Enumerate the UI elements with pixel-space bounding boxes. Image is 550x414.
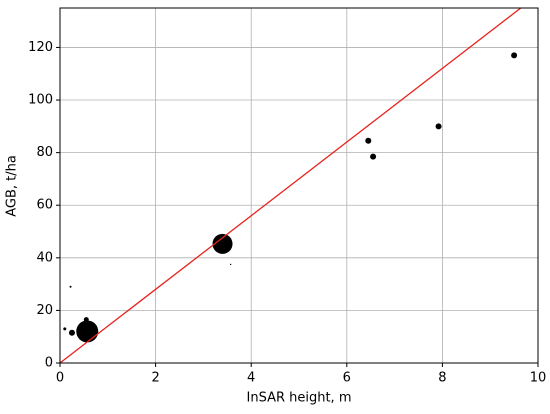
y-tick-label: 40 bbox=[36, 250, 53, 265]
y-tick-label: 60 bbox=[36, 198, 53, 213]
y-tick-label: 80 bbox=[36, 145, 53, 160]
fit-line bbox=[59, 7, 522, 364]
point bbox=[63, 327, 67, 331]
y-tick-label: 100 bbox=[28, 93, 53, 108]
point bbox=[229, 263, 232, 266]
x-tick-label: 8 bbox=[438, 371, 446, 386]
point bbox=[365, 137, 372, 144]
x-tick-label: 2 bbox=[151, 371, 159, 386]
point bbox=[511, 52, 518, 59]
x-tick-label: 6 bbox=[343, 371, 351, 386]
x-tick-label: 4 bbox=[247, 371, 255, 386]
x-tick-label: 0 bbox=[56, 371, 64, 386]
y-axis-label: AGB, t/ha bbox=[5, 155, 20, 217]
x-axis-label: InSAR height, m bbox=[247, 391, 352, 406]
plot-frame bbox=[59, 7, 539, 364]
point bbox=[69, 285, 72, 288]
point bbox=[212, 233, 233, 254]
y-tick-label: 20 bbox=[36, 303, 53, 318]
y-tick-label: 120 bbox=[28, 40, 53, 55]
point bbox=[76, 320, 99, 343]
y-tick-label: 0 bbox=[45, 356, 53, 371]
x-tick-label: 10 bbox=[530, 371, 547, 386]
point bbox=[435, 123, 442, 130]
point bbox=[370, 153, 377, 160]
point bbox=[68, 329, 75, 336]
